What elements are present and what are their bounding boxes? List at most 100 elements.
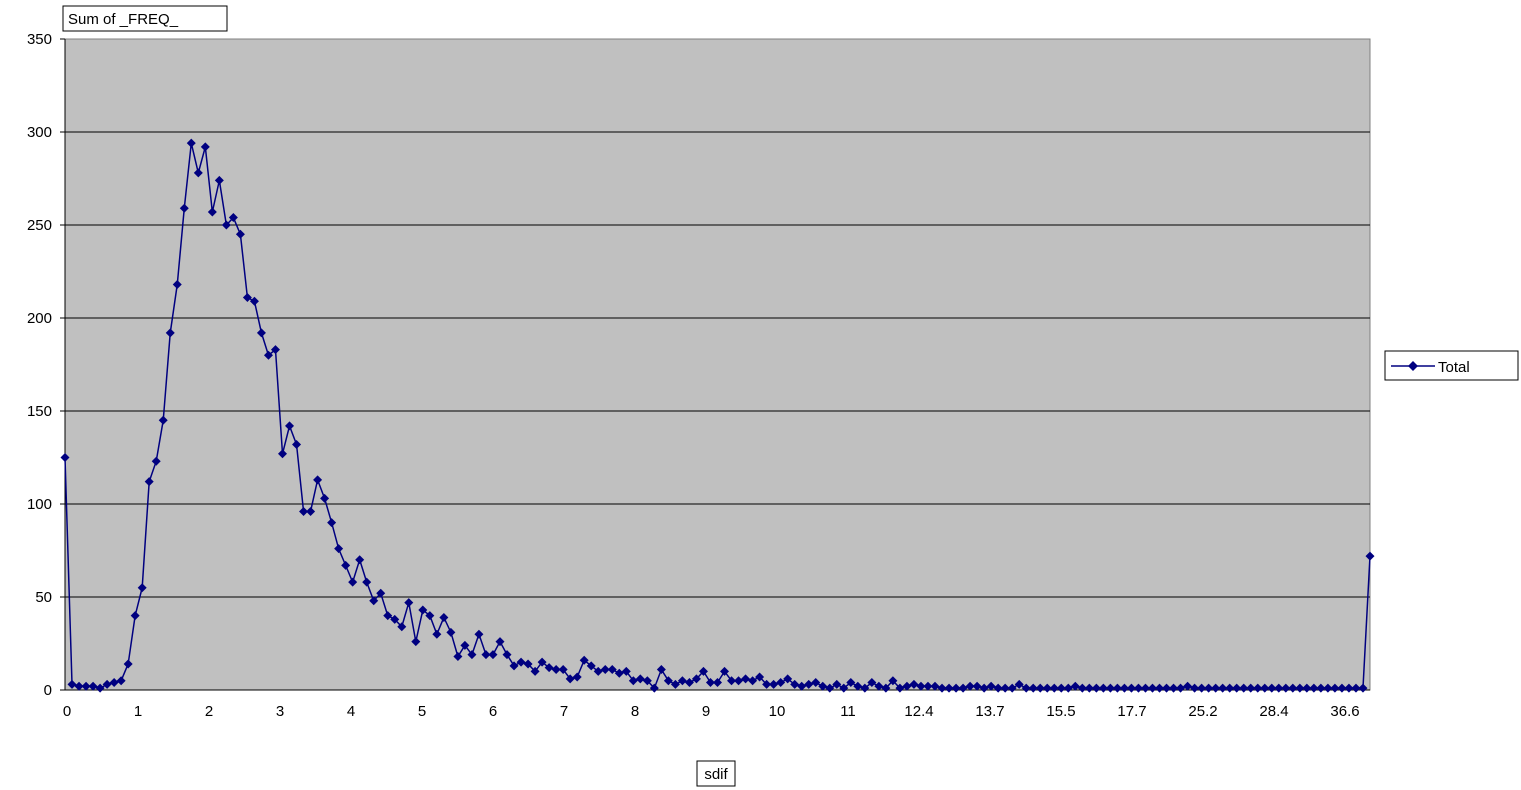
data-point bbox=[797, 681, 807, 691]
data-point bbox=[944, 683, 954, 693]
data-point bbox=[825, 683, 835, 693]
data-point bbox=[1323, 683, 1333, 693]
data-point bbox=[1316, 683, 1326, 693]
data-point bbox=[832, 679, 842, 689]
data-point bbox=[1267, 683, 1277, 693]
data-point bbox=[1077, 683, 1087, 693]
series-total bbox=[60, 138, 1375, 693]
y-tick-label: 350 bbox=[27, 31, 52, 48]
x-tick-label: 25.2 bbox=[1188, 703, 1217, 720]
data-point bbox=[600, 665, 610, 675]
x-tick-label: 8 bbox=[631, 703, 639, 720]
data-point bbox=[1148, 683, 1157, 693]
data-point bbox=[551, 665, 561, 675]
data-point bbox=[684, 678, 694, 688]
data-point bbox=[1204, 683, 1214, 693]
data-point bbox=[1028, 683, 1038, 693]
data-point bbox=[888, 676, 898, 686]
x-tick-label: 9 bbox=[702, 703, 710, 720]
data-point bbox=[1211, 683, 1221, 693]
data-point bbox=[530, 666, 540, 676]
data-point bbox=[1232, 683, 1242, 693]
x-tick-label: 13.7 bbox=[975, 703, 1004, 720]
data-point bbox=[993, 683, 1003, 693]
data-point bbox=[930, 681, 940, 691]
data-point bbox=[341, 560, 351, 570]
data-point bbox=[1098, 683, 1108, 693]
data-point bbox=[790, 679, 800, 689]
y-tick-label: 100 bbox=[27, 496, 52, 513]
x-tick-label: 17.7 bbox=[1117, 703, 1146, 720]
field-label-frame bbox=[62, 5, 228, 32]
data-point bbox=[916, 681, 926, 691]
data-point bbox=[698, 666, 708, 676]
data-point bbox=[734, 676, 744, 686]
data-point bbox=[242, 293, 252, 303]
data-point bbox=[1112, 683, 1122, 693]
data-point bbox=[67, 679, 77, 689]
data-point bbox=[1021, 683, 1031, 693]
data-point bbox=[1197, 683, 1207, 693]
data-point bbox=[102, 679, 112, 689]
data-point bbox=[691, 674, 701, 684]
data-point bbox=[1246, 683, 1256, 693]
data-point bbox=[818, 681, 828, 691]
data-point bbox=[769, 679, 779, 689]
data-point bbox=[670, 679, 680, 689]
data-point bbox=[1049, 683, 1059, 693]
data-point bbox=[1176, 683, 1186, 693]
data-point bbox=[81, 681, 91, 691]
data-point bbox=[895, 683, 905, 693]
data-point bbox=[116, 676, 126, 686]
data-point bbox=[432, 629, 442, 639]
data-point bbox=[193, 168, 203, 178]
data-point bbox=[488, 650, 498, 660]
data-point bbox=[1105, 683, 1115, 693]
data-point bbox=[776, 678, 786, 688]
data-point bbox=[1218, 683, 1228, 693]
data-point bbox=[713, 678, 722, 688]
data-point bbox=[741, 674, 751, 684]
data-point bbox=[369, 596, 379, 606]
data-point bbox=[1281, 683, 1291, 693]
data-point bbox=[207, 207, 217, 217]
x-tick-label: 2 bbox=[205, 703, 213, 720]
data-point bbox=[979, 683, 989, 693]
field-label-box[interactable]: Sum of _FREQ_ bbox=[62, 5, 228, 32]
data-point bbox=[1288, 683, 1298, 693]
data-point bbox=[923, 681, 933, 691]
data-point bbox=[179, 203, 189, 213]
data-point bbox=[292, 439, 302, 449]
data-point bbox=[874, 681, 884, 691]
x-tick-label: 6 bbox=[489, 703, 497, 720]
data-point bbox=[221, 220, 231, 230]
data-point bbox=[1007, 683, 1017, 693]
x-axis-title-box[interactable]: sdif bbox=[696, 760, 736, 787]
y-tick-label: 50 bbox=[35, 589, 52, 606]
y-tick-label: 150 bbox=[27, 403, 52, 420]
data-point bbox=[1162, 683, 1172, 693]
data-point bbox=[860, 683, 870, 693]
data-point bbox=[425, 611, 435, 621]
data-point bbox=[811, 678, 821, 688]
data-point bbox=[172, 280, 182, 290]
data-point bbox=[334, 544, 344, 554]
data-point bbox=[60, 453, 70, 462]
data-point bbox=[165, 328, 175, 338]
data-point bbox=[144, 477, 154, 487]
data-point bbox=[783, 674, 793, 684]
data-point bbox=[509, 661, 519, 671]
data-point bbox=[1133, 683, 1143, 693]
data-point bbox=[109, 678, 119, 688]
data-point bbox=[705, 678, 715, 688]
data-point bbox=[902, 681, 912, 691]
x-tick-label: 28.4 bbox=[1259, 703, 1288, 720]
data-point bbox=[720, 666, 730, 676]
data-point bbox=[572, 672, 582, 682]
data-point bbox=[755, 672, 765, 682]
data-point bbox=[1140, 683, 1150, 693]
data-point bbox=[151, 456, 161, 466]
data-point bbox=[1190, 683, 1200, 693]
data-point bbox=[544, 663, 554, 673]
data-point bbox=[228, 213, 238, 223]
